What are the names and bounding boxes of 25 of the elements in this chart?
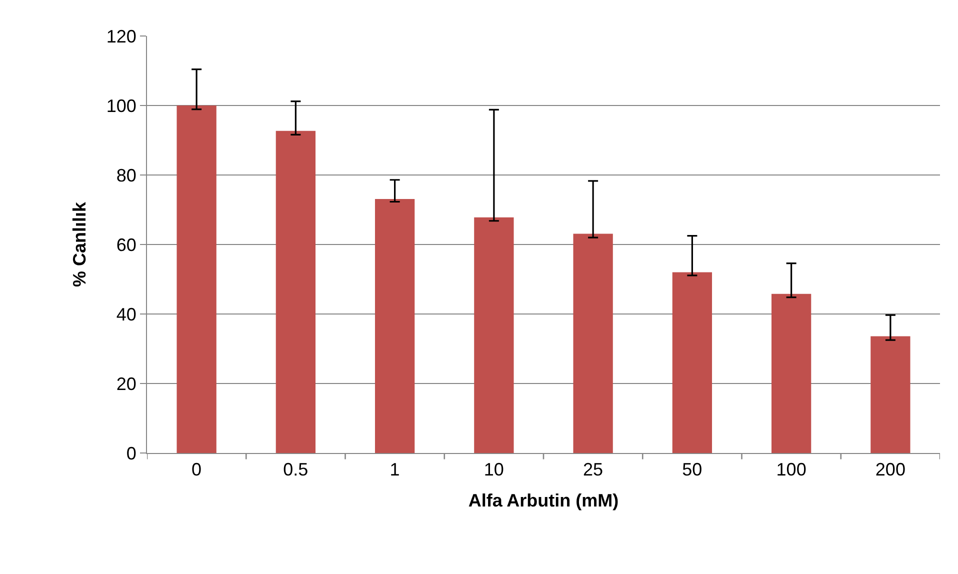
y-tick-label: 0 [126,443,136,464]
y-axis-title: % Canlılık [70,201,90,288]
bar [573,234,613,453]
x-tick-label: 1 [390,460,400,480]
x-tick-label: 25 [583,460,604,480]
bar [474,217,514,453]
y-tick-label: 120 [106,26,136,46]
bar [870,336,910,453]
bar [176,106,216,453]
bar [374,198,415,453]
bar [672,272,712,453]
x-tick-label: 100 [776,460,806,480]
y-tick-label: 40 [116,304,136,324]
y-tick-label: 60 [116,234,136,255]
x-tick-label: 50 [682,460,702,480]
y-tick-label: 80 [116,165,136,186]
x-tick-label: 0 [192,460,202,480]
bar [276,130,316,453]
x-tick-label: 10 [484,460,504,480]
x-axis-title: Alfa Arbutin (mM) [468,490,619,511]
x-tick-label: 0.5 [283,460,308,480]
x-tick-label: 200 [875,460,906,480]
y-tick-label: 100 [106,96,136,116]
bar [771,294,812,453]
y-tick-label: 20 [116,374,136,394]
